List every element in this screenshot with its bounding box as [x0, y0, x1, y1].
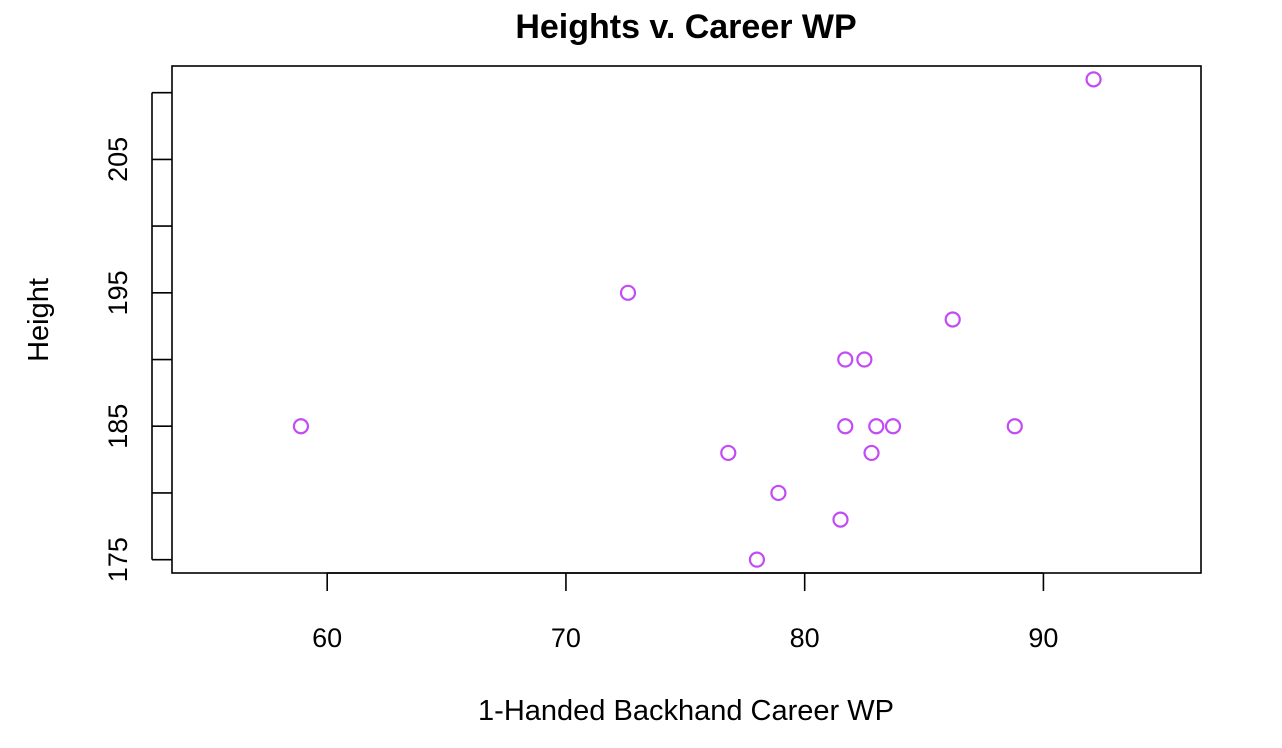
x-tick-label: 80 [790, 623, 820, 653]
x-tick-label: 60 [312, 623, 342, 653]
data-point [868, 418, 885, 435]
y-axis-label: Height [23, 278, 55, 362]
data-point [770, 484, 787, 502]
data-points [292, 71, 1102, 568]
y-tick-label: 175 [103, 537, 133, 582]
data-point [837, 418, 854, 435]
x-axis: 60 70 80 90 [312, 572, 1058, 653]
data-point [863, 444, 880, 462]
x-tick-label: 70 [551, 623, 581, 653]
data-point [1085, 71, 1102, 88]
y-tick-label: 205 [103, 137, 133, 182]
data-point [1006, 418, 1023, 435]
y-axis: 175 185 195 205 [103, 91, 172, 582]
plot-frame [171, 65, 1202, 574]
data-point [944, 311, 961, 328]
y-tick-label: 185 [103, 404, 133, 449]
data-point [832, 511, 849, 528]
data-point [292, 418, 310, 435]
data-point [856, 351, 873, 368]
data-point [720, 444, 737, 462]
data-point [619, 284, 637, 301]
x-axis-label: 1-Handed Backhand Career WP [478, 695, 894, 727]
data-point [884, 418, 902, 435]
y-tick-label: 195 [103, 270, 133, 315]
data-point [748, 551, 766, 568]
x-tick-label: 90 [1028, 623, 1058, 653]
chart-title: Heights v. Career WP [515, 8, 856, 46]
data-point [837, 351, 854, 368]
